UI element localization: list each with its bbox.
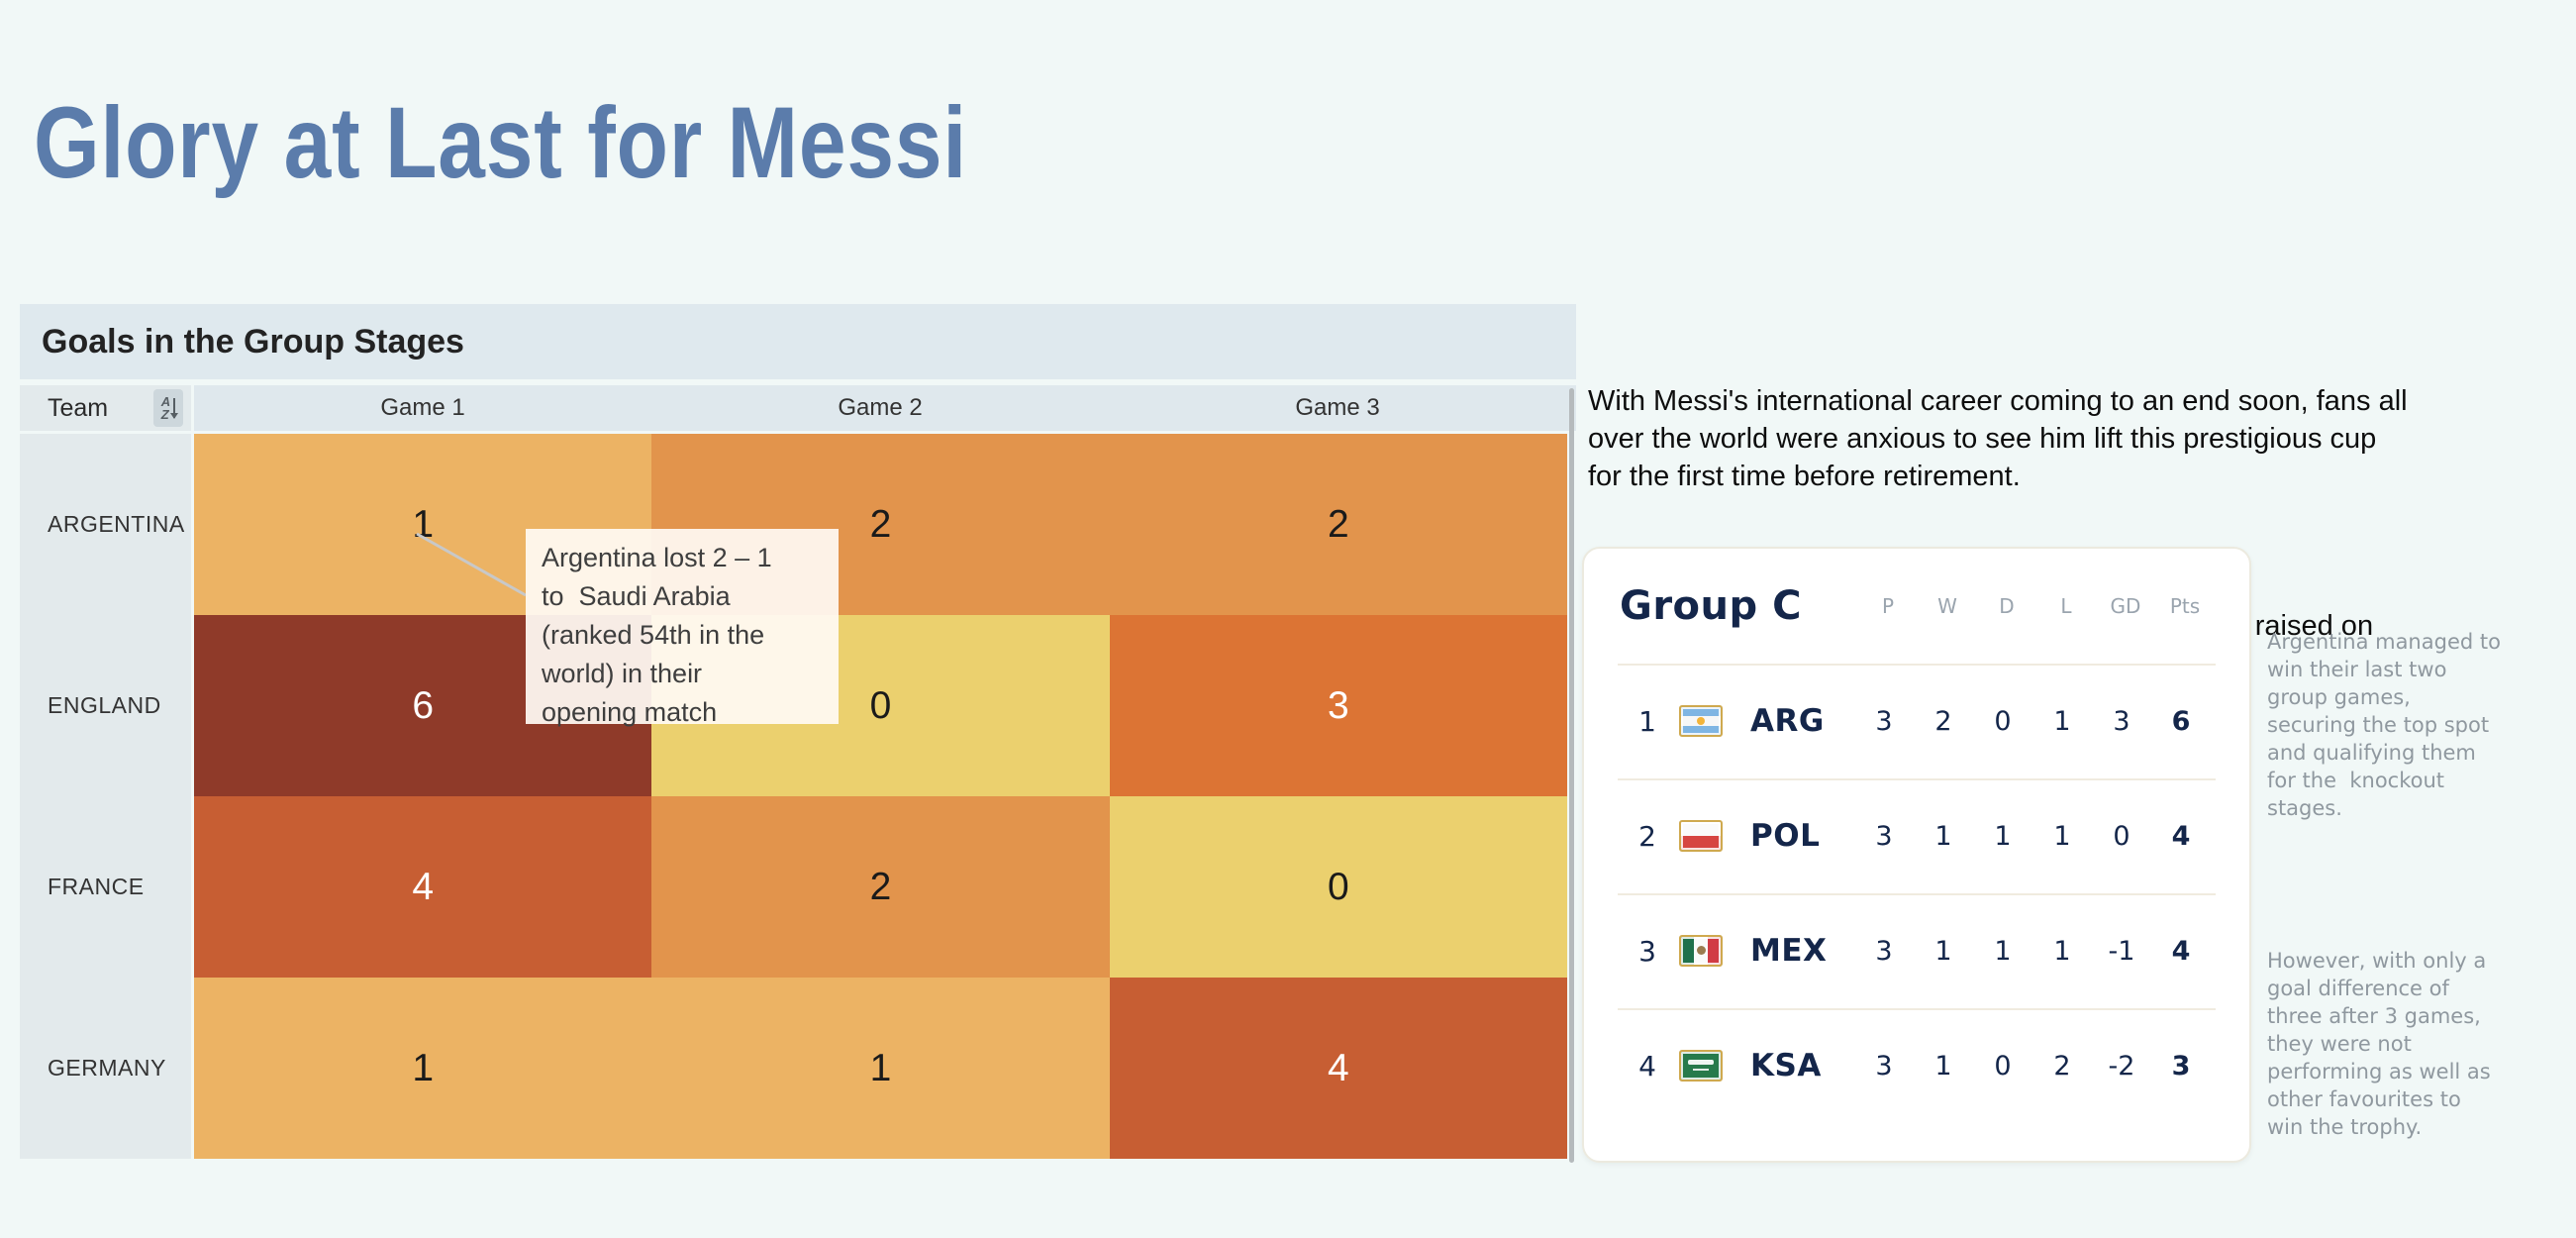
row-label-england: ENGLAND <box>20 615 191 796</box>
stat-gd: -2 <box>2108 1050 2135 1082</box>
stat-points: 4 <box>2171 935 2191 967</box>
heatmap-row-france: FRANCE 4 2 0 <box>20 796 1576 978</box>
stat-played: 3 <box>1875 1050 1893 1082</box>
stat-lost: 1 <box>2053 820 2071 852</box>
game-column-headers: Game 1 Game 2 Game 3 <box>194 385 1576 431</box>
team-code: KSA <box>1750 1048 1822 1083</box>
position-number: 3 <box>1638 934 1656 968</box>
column-header-w: W <box>1937 594 1957 618</box>
team-header-label: Team <box>48 393 109 422</box>
stat-drawn: 0 <box>1994 705 2012 737</box>
side-note-2: However, with only a goal difference of … <box>2267 949 2491 1139</box>
stat-lost: 1 <box>2053 935 2071 967</box>
column-header-game1: Game 1 <box>380 394 465 421</box>
stat-played: 3 <box>1875 935 1893 967</box>
position-number: 2 <box>1638 819 1656 853</box>
group-table-title: Group C <box>1620 583 1802 629</box>
heatmap-title: Goals in the Group Stages <box>42 322 464 361</box>
stat-gd: -1 <box>2108 935 2135 967</box>
stat-drawn: 1 <box>1994 820 2012 852</box>
stat-drawn: 1 <box>1994 935 2012 967</box>
column-header-l: L <box>2060 594 2072 618</box>
column-header-pts: Pts <box>2169 594 2201 618</box>
stat-points: 3 <box>2171 1050 2191 1082</box>
stat-lost: 1 <box>2053 705 2071 737</box>
table-row-ksa: 4 KSA 3 1 0 2 -2 3 <box>1584 1008 2249 1123</box>
heatmap-row-england: ENGLAND 6 0 3 <box>20 615 1576 796</box>
argentina-flag <box>1679 705 1723 737</box>
stat-played: 3 <box>1875 705 1893 737</box>
position-number: 4 <box>1638 1049 1656 1083</box>
team-code: POL <box>1750 818 1821 854</box>
row-label-argentina: ARGENTINA <box>20 434 191 615</box>
page-title: Glory at Last for Messi <box>34 86 968 199</box>
column-header-d: D <box>1999 594 2015 618</box>
mexico-flag <box>1679 935 1723 967</box>
stat-drawn: 0 <box>1994 1050 2012 1082</box>
stat-points: 6 <box>2171 705 2191 737</box>
column-header-gd: GD <box>2110 594 2141 618</box>
team-code: MEX <box>1750 933 1828 969</box>
sort-arrow-icon <box>170 398 179 419</box>
side-note-1: Argentina managed to win their last two … <box>2267 630 2501 820</box>
table-row-mex: 3 MEX 3 1 1 1 -1 4 <box>1584 893 2249 1008</box>
group-table-header: Group C P W D L GD Pts <box>1584 549 2249 664</box>
saudi-arabia-flag <box>1679 1050 1723 1082</box>
column-header-game2: Game 2 <box>838 394 923 421</box>
table-row-pol: 2 POL 3 1 1 1 0 4 <box>1584 778 2249 893</box>
side-notes: Argentina managed to win their last two … <box>2267 572 2564 1238</box>
heatmap-row-argentina: ARGENTINA 1 2 2 <box>20 434 1576 615</box>
scrollbar[interactable] <box>1569 388 1574 1163</box>
stat-won: 1 <box>1934 1050 1952 1082</box>
stat-won: 1 <box>1934 935 1952 967</box>
group-table-card: Group C P W D L GD Pts 1 ARG 3 2 0 1 3 6… <box>1582 547 2251 1163</box>
heatmap-grid: ARGENTINA 1 2 2 ENGLAND 6 0 3 FRANCE 4 2… <box>20 434 1576 1159</box>
stat-played: 3 <box>1875 820 1893 852</box>
stat-lost: 2 <box>2053 1050 2071 1082</box>
heatmap-cell[interactable]: 4 <box>194 796 652 978</box>
heatmap-cell[interactable]: 1 <box>194 978 652 1159</box>
stat-won: 1 <box>1934 820 1952 852</box>
heatmap-panel-header: Goals in the Group Stages <box>20 304 1576 379</box>
poland-flag <box>1679 820 1723 852</box>
stat-gd: 3 <box>2113 705 2130 737</box>
column-header-p: P <box>1881 594 1895 618</box>
annotation-tooltip: Argentina lost 2 – 1 to Saudi Arabia (ra… <box>526 529 839 727</box>
position-number: 1 <box>1638 704 1656 738</box>
heatmap-cell[interactable]: 2 <box>651 796 1110 978</box>
stat-won: 2 <box>1934 705 1952 737</box>
article-paragraph-1: With Messi's international career coming… <box>1588 385 2408 492</box>
heatmap-cell[interactable]: 3 <box>1109 615 1567 796</box>
heatmap-cell[interactable]: 1 <box>651 978 1110 1159</box>
stat-points: 4 <box>2171 820 2191 852</box>
team-code: ARG <box>1750 703 1825 739</box>
table-row-arg: 1 ARG 3 2 0 1 3 6 <box>1584 664 2249 778</box>
row-label-germany: GERMANY <box>20 978 191 1159</box>
row-label-france: FRANCE <box>20 796 191 978</box>
heatmap-cell[interactable]: 0 <box>1109 796 1567 978</box>
column-header-game3: Game 3 <box>1295 394 1380 421</box>
heatmap-cell[interactable]: 4 <box>1109 978 1567 1159</box>
stat-gd: 0 <box>2113 820 2130 852</box>
heatmap-cell[interactable]: 2 <box>1109 434 1567 615</box>
heatmap-row-germany: GERMANY 1 1 4 <box>20 978 1576 1159</box>
